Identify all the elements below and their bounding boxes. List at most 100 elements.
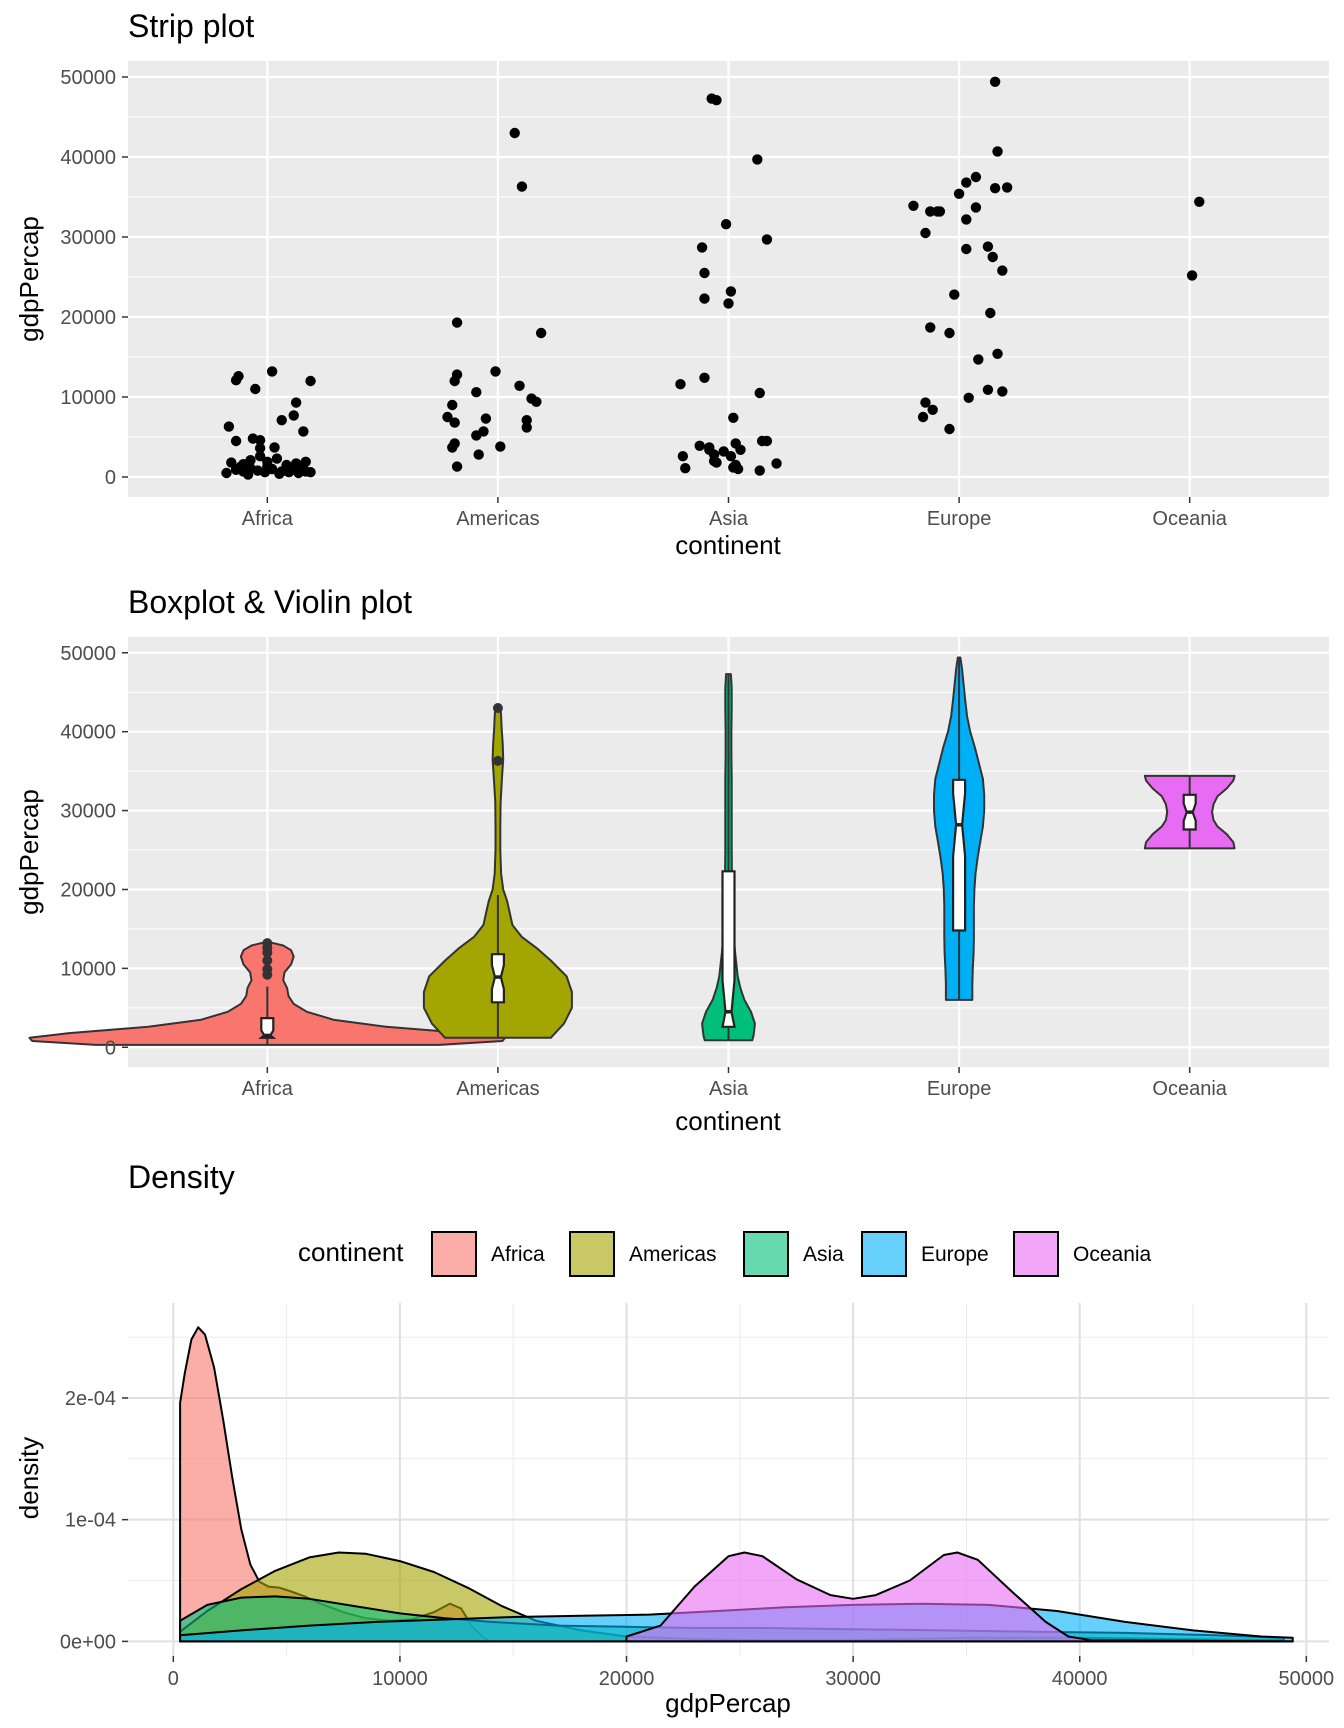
strip-point [495, 441, 506, 452]
strip-point [480, 413, 492, 424]
legend-key-oceania [1013, 1231, 1059, 1277]
strip-point [920, 397, 931, 408]
strip-plot-panel: Strip plot 0 10000 20000 30000 40000 50000 Afr… [14, 8, 1329, 560]
strip-point [509, 127, 520, 139]
strip-point [305, 467, 316, 478]
strip-point [298, 426, 309, 437]
strip-point [288, 410, 299, 421]
y-tick-label: 40000 [60, 147, 116, 169]
strip-point [704, 442, 715, 453]
strip-point [735, 444, 746, 455]
strip-point [989, 76, 1001, 88]
strip-point [449, 375, 460, 387]
strip-point [305, 375, 316, 387]
strip-point [920, 227, 931, 239]
strip-point [276, 415, 287, 426]
strip-point [761, 435, 773, 447]
y-tick-label: 50000 [60, 643, 116, 665]
strip-point [927, 404, 938, 415]
violin-plot-x-axis-label: continent [675, 1106, 781, 1136]
box-outlier [492, 703, 503, 714]
x-tick-label: Africa [242, 508, 294, 530]
strip-point [514, 380, 525, 391]
strip-point [961, 243, 972, 255]
strip-point [982, 241, 994, 252]
x-tick-label: 30000 [825, 1668, 881, 1690]
y-tick-label: 2e-04 [65, 1388, 116, 1410]
legend-title: continent [298, 1237, 404, 1267]
legend-key-africa [431, 1231, 477, 1277]
strip-point [925, 322, 936, 333]
x-tick-label: Oceania [1152, 1078, 1227, 1100]
strip-point [442, 411, 453, 423]
y-tick-label: 40000 [60, 722, 116, 744]
strip-point [961, 214, 972, 225]
legend-label-asia: Asia [803, 1243, 844, 1266]
density-area-oceania [625, 1551, 1294, 1643]
strip-point [271, 453, 283, 464]
strip-point [953, 188, 965, 199]
strip-point [254, 435, 266, 446]
strip-point [963, 392, 974, 403]
violin-plot-marks [28, 656, 1236, 1046]
strip-point [973, 354, 984, 365]
strip-point [970, 202, 982, 213]
legend-label-europe: Europe [921, 1243, 989, 1266]
strip-point [451, 461, 463, 472]
x-tick-label: 0 [168, 1668, 179, 1690]
strip-point [997, 265, 1008, 276]
strip-point [992, 348, 1003, 359]
strip-point [725, 451, 737, 462]
strip-point [997, 386, 1008, 397]
violin-plot-y-axis-label: gdpPercap [14, 789, 44, 915]
strip-plot-x-axis-label: continent [675, 530, 781, 560]
legend-key-americas [569, 1231, 615, 1277]
strip-point [699, 372, 710, 383]
density-plot-panel: Density continent Africa Americas Asia Euro… [14, 1159, 1334, 1718]
box-outlier [262, 964, 273, 975]
strip-point [752, 154, 763, 165]
strip-point [471, 387, 482, 398]
legend-key-asia [743, 1231, 789, 1277]
strip-point [925, 206, 936, 217]
density-legend: continent Africa Americas Asia Europe Oceani… [298, 1231, 1152, 1277]
box-outlier [492, 755, 503, 766]
legend-label-oceania: Oceania [1073, 1243, 1152, 1266]
strip-point [447, 399, 458, 411]
strip-point [696, 242, 708, 253]
box-africa [258, 1016, 277, 1039]
strip-point [699, 267, 710, 279]
strip-point [694, 440, 705, 451]
strip-point [675, 379, 686, 390]
strip-point [447, 442, 458, 453]
box-asia [721, 870, 736, 1028]
strip-point [1194, 196, 1205, 207]
strip-point [987, 251, 998, 263]
x-tick-label: 40000 [1052, 1668, 1108, 1690]
strip-plot-ticks: 0 10000 20000 30000 40000 50000 Africa Americas… [60, 67, 1227, 530]
strip-point [230, 435, 242, 447]
strip-point [235, 461, 247, 472]
strip-point [680, 463, 691, 474]
strip-point [711, 95, 722, 106]
y-tick-label: 1e-04 [65, 1510, 116, 1532]
y-tick-label: 30000 [60, 801, 116, 823]
strip-point [723, 298, 734, 309]
strip-point [677, 451, 689, 462]
strip-point [754, 465, 765, 476]
y-tick-label: 10000 [60, 387, 116, 409]
y-tick-label: 0 [105, 467, 116, 489]
density-plot-ticks: 0 10000 20000 30000 40000 50000 0e+00 1e-04 2e-0… [60, 1388, 1334, 1690]
y-tick-label: 10000 [60, 958, 116, 980]
box-europe [951, 778, 967, 932]
density-plot-title: Density [128, 1159, 235, 1195]
strip-point [944, 327, 955, 339]
strip-point [221, 467, 232, 479]
strip-point [250, 383, 261, 395]
x-tick-label: 10000 [372, 1668, 428, 1690]
x-tick-label: Americas [456, 1078, 539, 1100]
strip-point [725, 286, 737, 297]
strip-point [917, 411, 929, 423]
box-outlier [262, 938, 273, 949]
